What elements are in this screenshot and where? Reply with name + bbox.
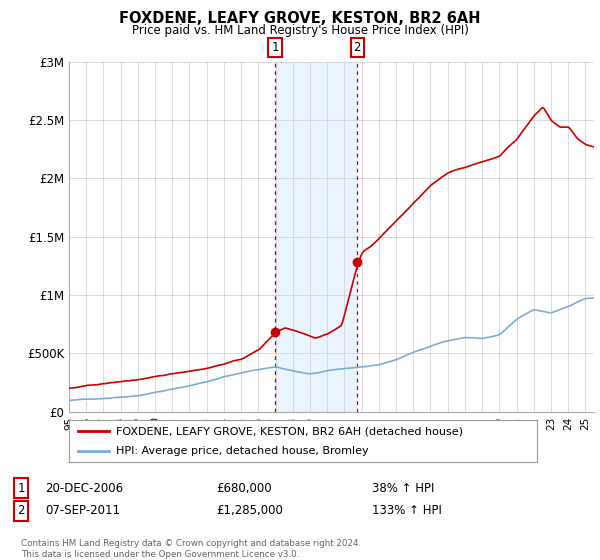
Text: HPI: Average price, detached house, Bromley: HPI: Average price, detached house, Brom… — [116, 446, 368, 456]
Text: 2: 2 — [17, 504, 25, 517]
Bar — [275, 62, 358, 412]
Text: £1,285,000: £1,285,000 — [216, 504, 283, 517]
Text: FOXDENE, LEAFY GROVE, KESTON, BR2 6AH: FOXDENE, LEAFY GROVE, KESTON, BR2 6AH — [119, 11, 481, 26]
Text: Contains HM Land Registry data © Crown copyright and database right 2024.
This d: Contains HM Land Registry data © Crown c… — [21, 539, 361, 559]
Text: 07-SEP-2011: 07-SEP-2011 — [45, 504, 120, 517]
Text: 20-DEC-2006: 20-DEC-2006 — [45, 482, 123, 495]
Text: 1: 1 — [271, 41, 279, 54]
Text: 38% ↑ HPI: 38% ↑ HPI — [372, 482, 434, 495]
Text: 2: 2 — [353, 41, 361, 54]
Text: 1: 1 — [17, 482, 25, 495]
Text: FOXDENE, LEAFY GROVE, KESTON, BR2 6AH (detached house): FOXDENE, LEAFY GROVE, KESTON, BR2 6AH (d… — [116, 426, 463, 436]
Text: 133% ↑ HPI: 133% ↑ HPI — [372, 504, 442, 517]
Text: £680,000: £680,000 — [216, 482, 272, 495]
Text: Price paid vs. HM Land Registry's House Price Index (HPI): Price paid vs. HM Land Registry's House … — [131, 24, 469, 36]
